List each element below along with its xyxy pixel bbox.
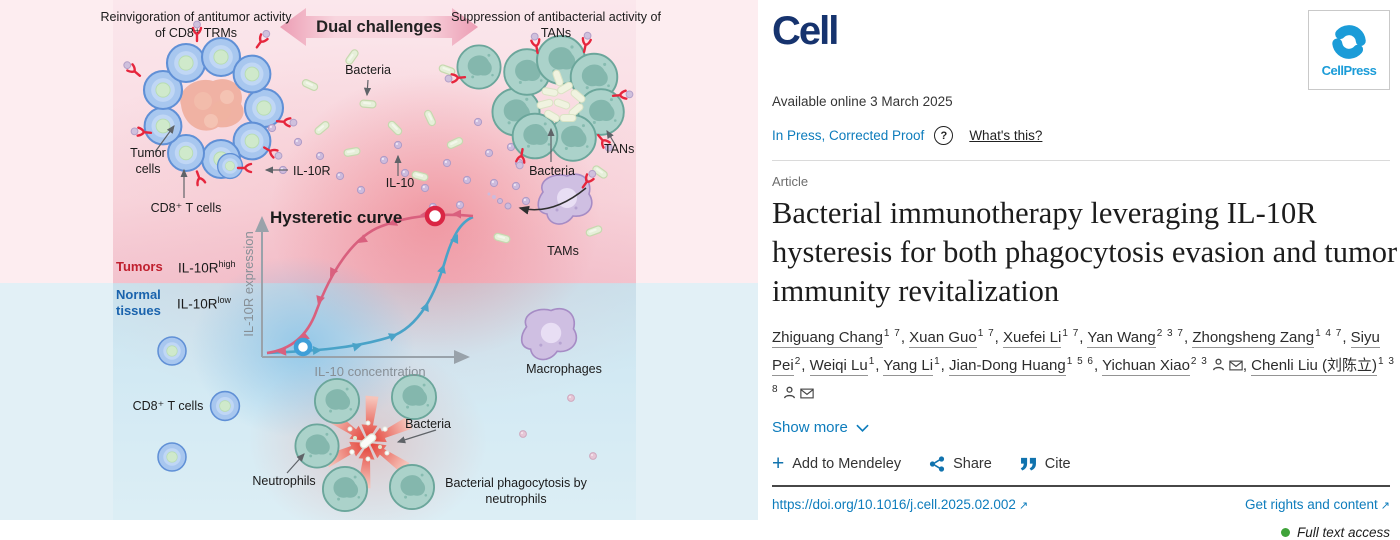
doi-row: https://doi.org/10.1016/j.cell.2025.02.0… bbox=[772, 497, 1390, 512]
rights-and-content-link[interactable]: Get rights and content bbox=[1244, 497, 1378, 512]
chevron-down-icon bbox=[856, 424, 869, 432]
cellpress-wordmark: CellPress bbox=[1321, 63, 1377, 78]
article-type: Article bbox=[772, 174, 809, 189]
low-state-marker bbox=[293, 337, 313, 357]
graphical-abstract[interactable]: Reinvigoration of antitumor activity of … bbox=[0, 0, 758, 520]
action-toolbar: + Add to Mendeley Share Cite bbox=[772, 452, 1390, 475]
doi-link[interactable]: https://doi.org/10.1016/j.cell.2025.02.0… bbox=[772, 497, 1016, 512]
author-link[interactable]: Siyu Pei2 bbox=[772, 329, 1380, 376]
ascending-curve bbox=[266, 215, 474, 355]
x-axis-label: IL-10 concentration bbox=[314, 364, 426, 379]
label-bacteria-top: Bacteria bbox=[345, 63, 391, 77]
author-link[interactable]: Zhongsheng Zang1 4 7 bbox=[1192, 328, 1343, 348]
author-link[interactable]: Chenli Liu (刘陈立)1 3 8 bbox=[772, 356, 1395, 402]
zone-normal-marker: IL-10Rlow bbox=[177, 295, 232, 312]
access-label: Full text access bbox=[1296, 525, 1390, 540]
email-icon bbox=[1229, 360, 1243, 371]
abstract-artwork bbox=[0, 8, 758, 512]
label-tumor-cells: Tumor cells bbox=[130, 146, 166, 176]
dual-challenges-banner bbox=[280, 8, 478, 46]
label-tams: TAMs bbox=[547, 244, 579, 258]
author-link[interactable]: Yichuan Xiao2 3 bbox=[1102, 356, 1243, 376]
divider-light bbox=[772, 160, 1390, 161]
email-icon bbox=[799, 388, 814, 399]
press-status-row: In Press, Corrected Proof ? What's this? bbox=[772, 126, 1390, 145]
label-il10: IL-10 bbox=[385, 176, 415, 190]
author-list: Zhiguang Chang1 7, Xuan Guo1 7, Xuefei L… bbox=[772, 322, 1400, 406]
label-arrows bbox=[154, 79, 617, 474]
phagocytosis-scene bbox=[322, 395, 414, 489]
macrophage-normal-tissue bbox=[519, 307, 597, 460]
access-dot-icon bbox=[1280, 528, 1290, 537]
masthead: Cell CellPress bbox=[772, 10, 1390, 90]
plus-icon: + bbox=[772, 452, 785, 475]
author-link[interactable]: Xuan Guo1 7 bbox=[909, 328, 995, 348]
in-press-link[interactable]: In Press, Corrected Proof bbox=[772, 128, 925, 143]
cite-button[interactable]: Cite bbox=[1020, 456, 1071, 472]
descending-curve bbox=[266, 213, 474, 355]
cellpress-logo[interactable]: CellPress bbox=[1308, 10, 1390, 90]
author-link[interactable]: Zhiguang Chang1 7 bbox=[772, 328, 901, 348]
label-cd8-bottom: CD8⁺ T cells bbox=[132, 399, 204, 413]
chart-title: Hysteretic curve bbox=[270, 208, 403, 227]
label-bacteria-right: Bacteria bbox=[529, 164, 575, 178]
zone-tumors-marker: IL-10Rhigh bbox=[178, 259, 236, 276]
caption-reinvigoration: Reinvigoration of antitumor activity of … bbox=[100, 10, 292, 40]
zone-tumors-label: Tumors bbox=[116, 259, 163, 274]
author-link[interactable]: Yang Li1 bbox=[883, 356, 941, 376]
divider-dark bbox=[772, 485, 1390, 487]
share-icon bbox=[929, 456, 945, 472]
author-link[interactable]: Jian-Dong Huang1 5 6 bbox=[949, 356, 1094, 376]
show-more-button[interactable]: Show more bbox=[772, 419, 892, 436]
whats-this-link[interactable]: What's this? bbox=[969, 128, 1043, 143]
access-status: Full text access bbox=[772, 525, 1390, 540]
label-tans: TANs bbox=[604, 142, 635, 156]
add-to-mendeley-button[interactable]: + Add to Mendeley bbox=[772, 452, 902, 475]
banner-label: Dual challenges bbox=[316, 18, 442, 36]
label-macrophages: Macrophages bbox=[526, 362, 602, 376]
label-bacteria-bottom: Bacteria bbox=[405, 417, 451, 431]
hysteresis-plot bbox=[255, 205, 474, 364]
article-title: Bacterial immunotherapy leveraging IL-10… bbox=[772, 196, 1398, 308]
share-button[interactable]: Share bbox=[929, 456, 992, 472]
tam-cell bbox=[487, 169, 598, 225]
cite-quote-icon bbox=[1020, 457, 1036, 471]
caption-suppression: Suppression of antibacterial activity of… bbox=[451, 10, 661, 40]
author-link[interactable]: Yan Wang2 3 7 bbox=[1087, 328, 1184, 348]
article-header-panel: Cell CellPress Available online 3 March … bbox=[758, 0, 1400, 540]
y-axis-label: IL-10R expression bbox=[240, 231, 256, 337]
label-neutrophils: Neutrophils bbox=[252, 474, 316, 488]
author-link[interactable]: Weiqi Lu1 bbox=[809, 356, 876, 376]
external-link-icon[interactable]: ↗ bbox=[1018, 500, 1029, 512]
label-il10r: IL-10R bbox=[293, 164, 331, 178]
person-icon bbox=[783, 386, 795, 399]
zone-normal-label: Normal tissues bbox=[116, 287, 161, 319]
label-cd8-top: CD8⁺ T cells bbox=[150, 201, 222, 215]
help-icon[interactable]: ? bbox=[934, 126, 954, 145]
cell-journal-logo[interactable]: Cell bbox=[772, 9, 839, 53]
high-state-marker bbox=[424, 205, 446, 227]
external-link-icon[interactable]: ↗ bbox=[1380, 500, 1390, 512]
label-phagocytosis: Bacterial phagocytosis by neutrophils bbox=[445, 476, 587, 506]
available-online-date: Available online 3 March 2025 bbox=[772, 94, 953, 109]
author-link[interactable]: Xuefei Li1 7 bbox=[1002, 328, 1080, 348]
person-icon bbox=[1212, 358, 1224, 371]
cellpress-swirl-icon bbox=[1332, 25, 1366, 59]
